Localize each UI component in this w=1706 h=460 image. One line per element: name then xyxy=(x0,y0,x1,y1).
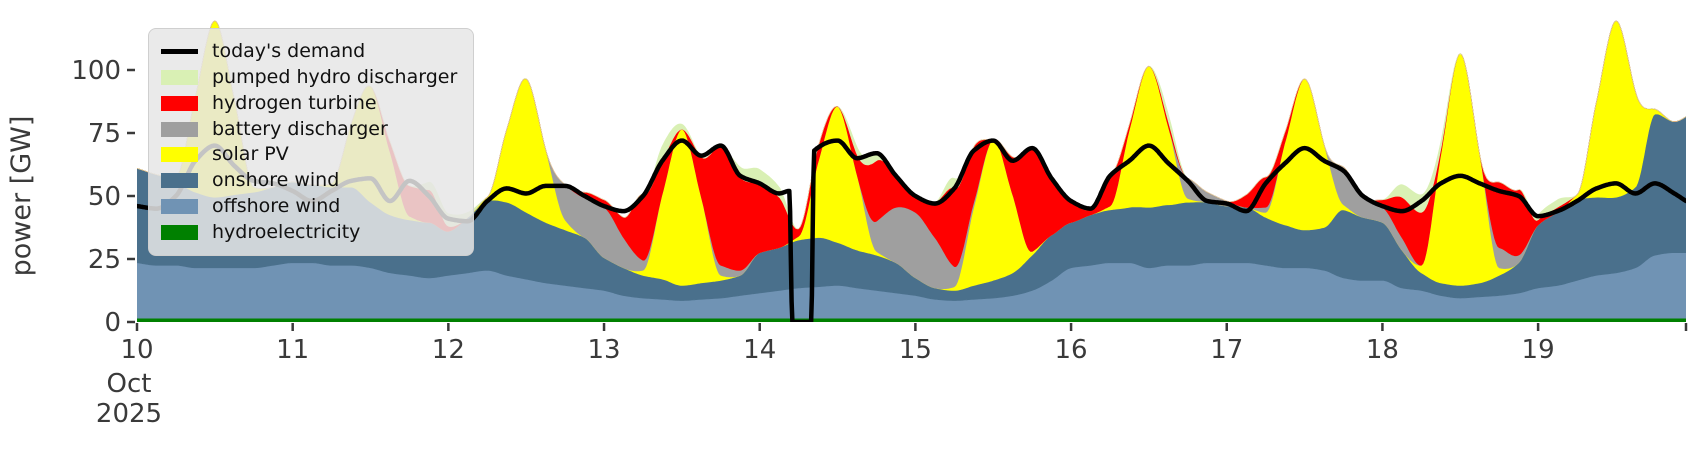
legend-patch-swatch xyxy=(161,121,198,137)
legend-item-hydroelectricity: hydroelectricity xyxy=(161,220,461,245)
x-tick-label: 10 xyxy=(120,335,153,365)
legend-label: hydrogen turbine xyxy=(212,91,377,114)
x-tick-label: 18 xyxy=(1366,335,1399,365)
y-tick-label: 25 xyxy=(88,245,121,275)
x-tick-label: 13 xyxy=(587,335,620,365)
legend-item-today-s-demand: today's demand xyxy=(161,39,461,64)
y-axis-label: power [GW] xyxy=(6,116,37,277)
x-period-label-year: 2025 xyxy=(96,399,162,429)
legend-label: pumped hydro discharger xyxy=(212,65,458,88)
y-tick-label: 0 xyxy=(104,308,121,338)
legend-label: offshore wind xyxy=(212,195,341,218)
legend-label: onshore wind xyxy=(212,169,340,192)
legend-patch-swatch xyxy=(161,69,198,85)
y-tick-label: 75 xyxy=(88,119,121,149)
legend-label: hydroelectricity xyxy=(212,220,361,243)
x-tick-label: 16 xyxy=(1055,335,1088,365)
legend-label: battery discharger xyxy=(212,117,388,140)
area-hydroelectricity xyxy=(137,317,1686,322)
y-tick-label: 100 xyxy=(71,56,121,86)
legend-item-solar-pv: solar PV xyxy=(161,142,461,167)
x-tick-label: 14 xyxy=(743,335,776,365)
x-period-label-month: Oct xyxy=(107,369,152,399)
legend-item-offshore-wind: offshore wind xyxy=(161,194,461,219)
legend-line-swatch xyxy=(161,49,198,54)
legend-patch-swatch xyxy=(161,224,198,240)
x-tick-label: 12 xyxy=(432,335,465,365)
legend-patch-swatch xyxy=(161,147,198,163)
legend-patch-swatch xyxy=(161,199,198,215)
legend: today's demand pumped hydro discharger hyd… xyxy=(148,28,474,256)
legend-label: today's demand xyxy=(212,40,366,62)
x-tick-label: 15 xyxy=(899,335,932,365)
x-tick-label: 11 xyxy=(276,335,309,365)
x-tick-label: 19 xyxy=(1522,335,1555,365)
y-tick-label: 50 xyxy=(88,182,121,212)
legend-patch-swatch xyxy=(161,173,198,189)
legend-item-pumped-hydro-discharger: pumped hydro discharger xyxy=(161,65,461,90)
legend-patch-swatch xyxy=(161,95,198,111)
x-tick-label: 17 xyxy=(1210,335,1243,365)
legend-label: solar PV xyxy=(212,143,289,166)
legend-item-hydrogen-turbine: hydrogen turbine xyxy=(161,91,461,116)
legend-item-onshore-wind: onshore wind xyxy=(161,168,461,193)
legend-item-battery-discharger: battery discharger xyxy=(161,117,461,142)
